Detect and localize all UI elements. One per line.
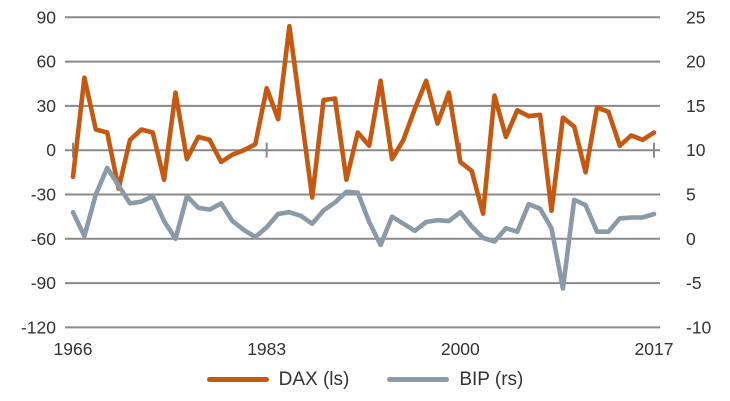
x-axis-tick-label: 1983 (247, 339, 286, 359)
dax-line-swatch-icon (206, 376, 269, 382)
bip-line (70, 165, 657, 291)
right-axis-tick-label: 25 (686, 7, 705, 27)
right-axis-tick-label: 5 (686, 185, 696, 205)
right-axis-tick-label: 0 (686, 229, 696, 249)
right-axis-tick-label: 20 (686, 52, 706, 72)
x-axis-tick-label: 1966 (54, 339, 93, 359)
chart-legend: DAX (ls) BIP (rs) (0, 363, 730, 395)
right-axis-tick-label: -5 (686, 273, 702, 293)
right-axis-tick-label: 15 (686, 96, 705, 116)
left-axis-tick-label: 60 (37, 52, 57, 72)
right-axis-tick-label: -10 (686, 317, 712, 337)
dax-line (70, 23, 657, 216)
x-axis-tick-label: 2000 (441, 339, 480, 359)
right-axis-tick-label: 10 (686, 140, 706, 160)
legend-label-dax: DAX (ls) (278, 368, 350, 390)
left-axis-tick-label: 30 (37, 96, 57, 116)
legend-item-dax: DAX (ls) (206, 368, 350, 390)
legend-label-bip: BIP (rs) (459, 368, 524, 390)
bip-line-swatch-icon (387, 376, 450, 382)
left-axis-tick-label: 90 (37, 7, 57, 27)
left-axis-tick-label: 0 (46, 140, 56, 160)
left-axis-tick-label: -120 (21, 317, 56, 337)
left-axis-tick-label: -60 (31, 229, 57, 249)
line-chart-plot-area: 90 60 30 0 -30 -60 -90 -120 25 20 15 10 5 0 -5 -10 1966 1… (21, 7, 712, 359)
left-axis-tick-label: -90 (31, 273, 57, 293)
x-axis-tick-label: 2017 (635, 339, 674, 359)
left-axis-tick-label: -30 (31, 185, 57, 205)
legend-item-bip: BIP (rs) (387, 370, 523, 389)
